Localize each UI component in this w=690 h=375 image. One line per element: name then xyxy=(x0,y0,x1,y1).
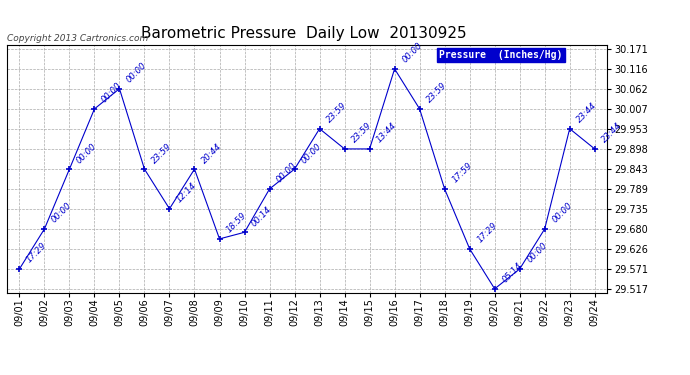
Text: 17:59: 17:59 xyxy=(450,161,474,185)
Text: 13:44: 13:44 xyxy=(375,121,399,145)
Text: 00:00: 00:00 xyxy=(50,201,74,225)
Text: 23:44: 23:44 xyxy=(575,101,599,124)
Text: Pressure  (Inches/Hg): Pressure (Inches/Hg) xyxy=(439,50,562,60)
Text: 00:14: 00:14 xyxy=(250,204,274,228)
Text: 20:44: 20:44 xyxy=(200,141,224,165)
Text: 00:00: 00:00 xyxy=(75,141,99,165)
Text: 23:44: 23:44 xyxy=(600,121,624,145)
Text: 12:14: 12:14 xyxy=(175,181,199,205)
Text: 00:00: 00:00 xyxy=(300,141,324,165)
Text: 00:00: 00:00 xyxy=(525,241,549,265)
Text: 00:00: 00:00 xyxy=(125,61,148,84)
Text: 17:29: 17:29 xyxy=(25,241,48,265)
Text: 00:00: 00:00 xyxy=(275,161,299,185)
Text: 00:00: 00:00 xyxy=(400,41,424,65)
Text: 00:00: 00:00 xyxy=(100,81,124,105)
Text: Copyright 2013 Cartronics.com: Copyright 2013 Cartronics.com xyxy=(7,34,148,43)
Text: 18:59: 18:59 xyxy=(225,211,248,235)
Text: 23:59: 23:59 xyxy=(425,81,449,105)
Text: 05:14: 05:14 xyxy=(500,261,524,285)
Text: 00:00: 00:00 xyxy=(550,201,574,225)
Text: 23:59: 23:59 xyxy=(350,121,374,145)
Text: Barometric Pressure  Daily Low  20130925: Barometric Pressure Daily Low 20130925 xyxy=(141,26,466,41)
Text: 17:29: 17:29 xyxy=(475,221,499,245)
Text: 23:59: 23:59 xyxy=(325,101,348,124)
Text: 23:59: 23:59 xyxy=(150,141,174,165)
